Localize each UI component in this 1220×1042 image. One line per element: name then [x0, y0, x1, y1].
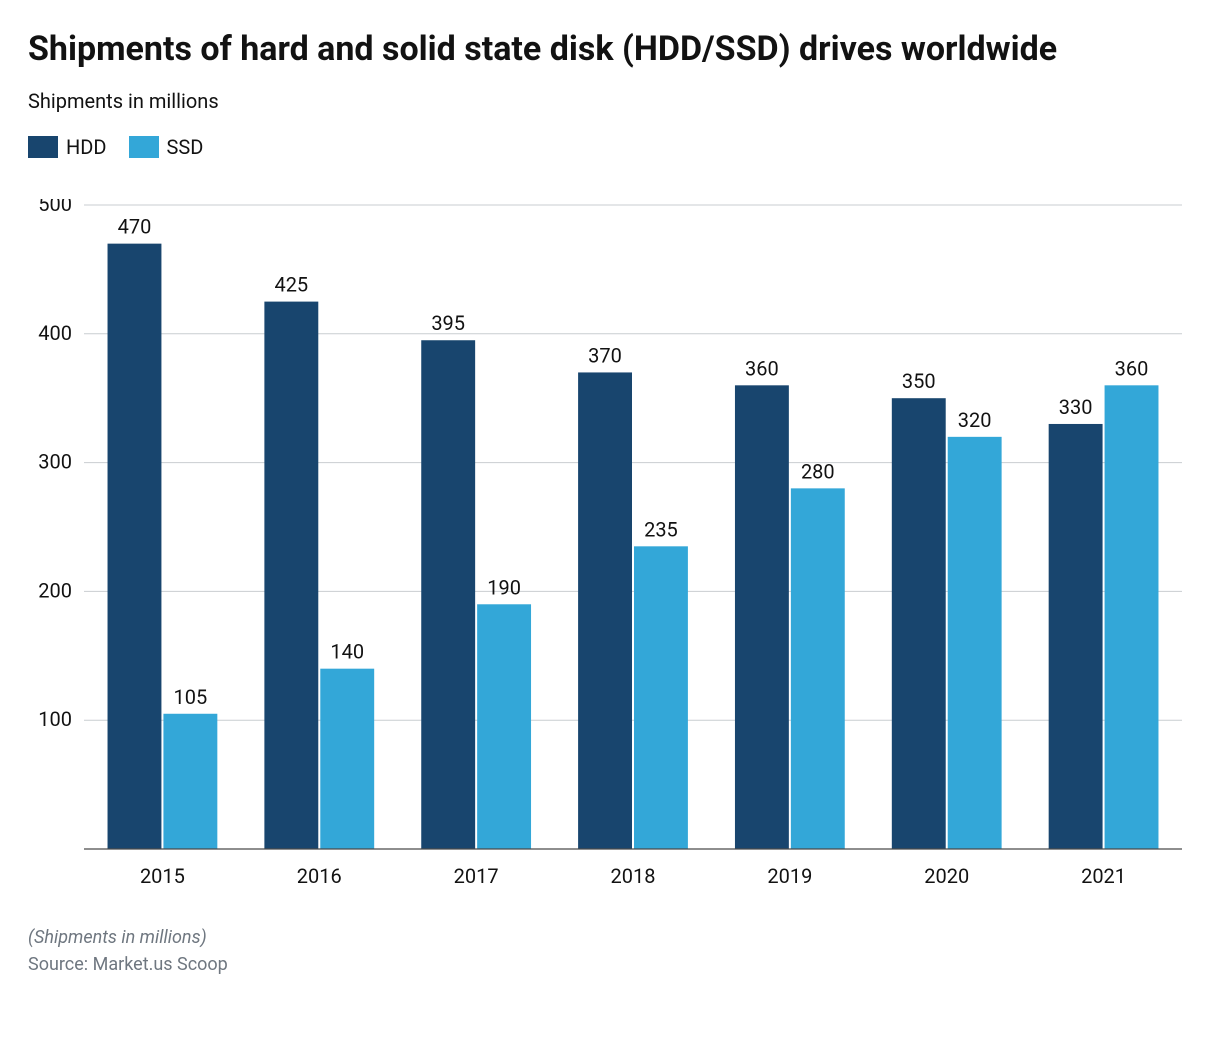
chart-svg: 100 200 300 400 500 470 105 2015 425 140 2016 395 19… [28, 199, 1188, 899]
bar-value-label: 370 [588, 343, 622, 367]
bar-value-label: 235 [644, 517, 678, 541]
legend-swatch-hdd [28, 136, 58, 158]
bar-hdd [892, 398, 946, 849]
legend-swatch-ssd [129, 136, 159, 158]
bar-ssd [1105, 385, 1159, 849]
x-tick-label: 2018 [611, 864, 656, 888]
x-tick-label: 2015 [140, 864, 185, 888]
y-tick-label: 200 [38, 578, 72, 602]
legend-item-hdd: HDD [28, 135, 107, 159]
x-tick-label: 2021 [1081, 864, 1126, 888]
legend-item-ssd: SSD [129, 135, 204, 159]
x-tick-label: 2017 [454, 864, 499, 888]
bar-ssd [163, 713, 217, 848]
bar-value-label: 360 [745, 356, 779, 380]
bar-ssd [477, 604, 531, 849]
legend-label-hdd: HDD [66, 135, 107, 159]
bar-hdd [421, 340, 475, 849]
footer-note: (Shipments in millions) [28, 927, 1192, 948]
bar-value-label: 190 [487, 575, 521, 599]
bar-value-label: 280 [801, 459, 835, 483]
bar-value-label: 425 [274, 272, 308, 296]
bar-value-label: 350 [902, 369, 936, 393]
bar-ssd [320, 668, 374, 848]
bar-hdd [1049, 423, 1103, 848]
y-tick-label: 500 [38, 199, 72, 216]
chart-page: Shipments of hard and solid state disk (… [0, 0, 1220, 1042]
bar-ssd [791, 488, 845, 849]
bar-hdd [735, 385, 789, 849]
bar-ssd [634, 546, 688, 849]
bar-value-label: 470 [118, 214, 152, 238]
legend: HDD SSD [28, 135, 1192, 159]
bar-value-label: 140 [330, 639, 364, 663]
bar-value-label: 360 [1115, 356, 1149, 380]
bar-value-label: 330 [1059, 394, 1093, 418]
bar-hdd [108, 243, 162, 848]
y-tick-label: 400 [38, 320, 72, 344]
legend-label-ssd: SSD [167, 135, 204, 159]
bar-hdd [264, 301, 318, 848]
chart-subtitle: Shipments in millions [28, 89, 1192, 113]
y-tick-label: 300 [38, 449, 72, 473]
x-tick-label: 2020 [924, 864, 969, 888]
footer-source: Source: Market.us Scoop [28, 954, 1192, 975]
x-tick-label: 2016 [297, 864, 342, 888]
bar-hdd [578, 372, 632, 849]
bar-value-label: 395 [431, 311, 465, 335]
chart-title: Shipments of hard and solid state disk (… [28, 28, 1128, 71]
bar-ssd [948, 436, 1002, 848]
x-tick-label: 2019 [767, 864, 812, 888]
chart-area: 100 200 300 400 500 470 105 2015 425 140 2016 395 19… [28, 199, 1188, 899]
y-tick-label: 100 [38, 707, 72, 731]
bar-value-label: 105 [174, 684, 208, 708]
bar-value-label: 320 [958, 407, 992, 431]
